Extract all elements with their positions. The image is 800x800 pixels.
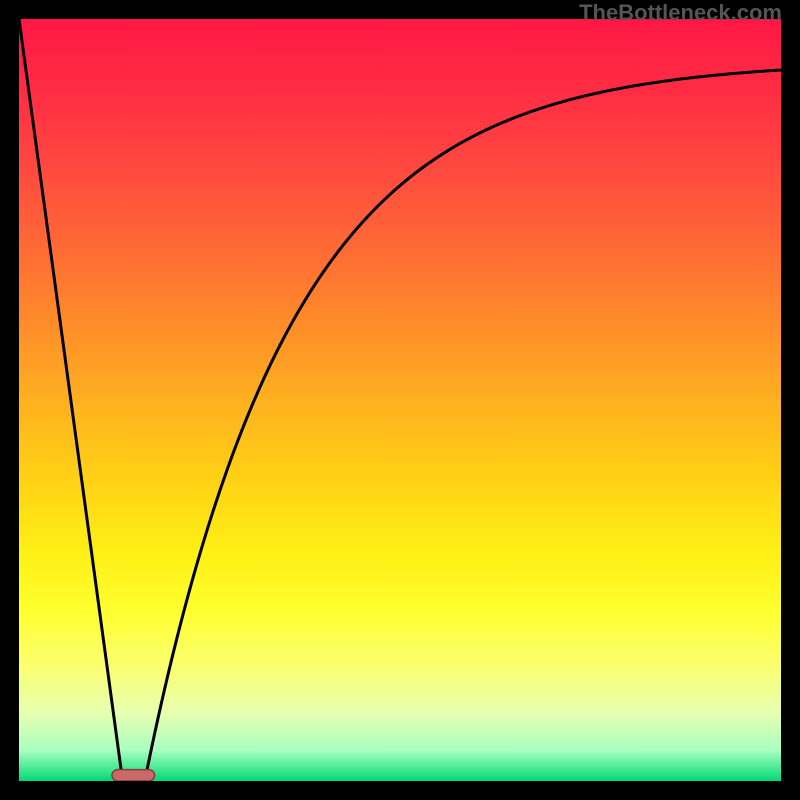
gradient-background bbox=[19, 19, 781, 781]
chart-container: TheBottleneck.com bbox=[0, 0, 800, 800]
bottleneck-chart bbox=[19, 19, 781, 781]
optimal-marker bbox=[112, 770, 155, 781]
watermark-text: TheBottleneck.com bbox=[579, 0, 782, 26]
